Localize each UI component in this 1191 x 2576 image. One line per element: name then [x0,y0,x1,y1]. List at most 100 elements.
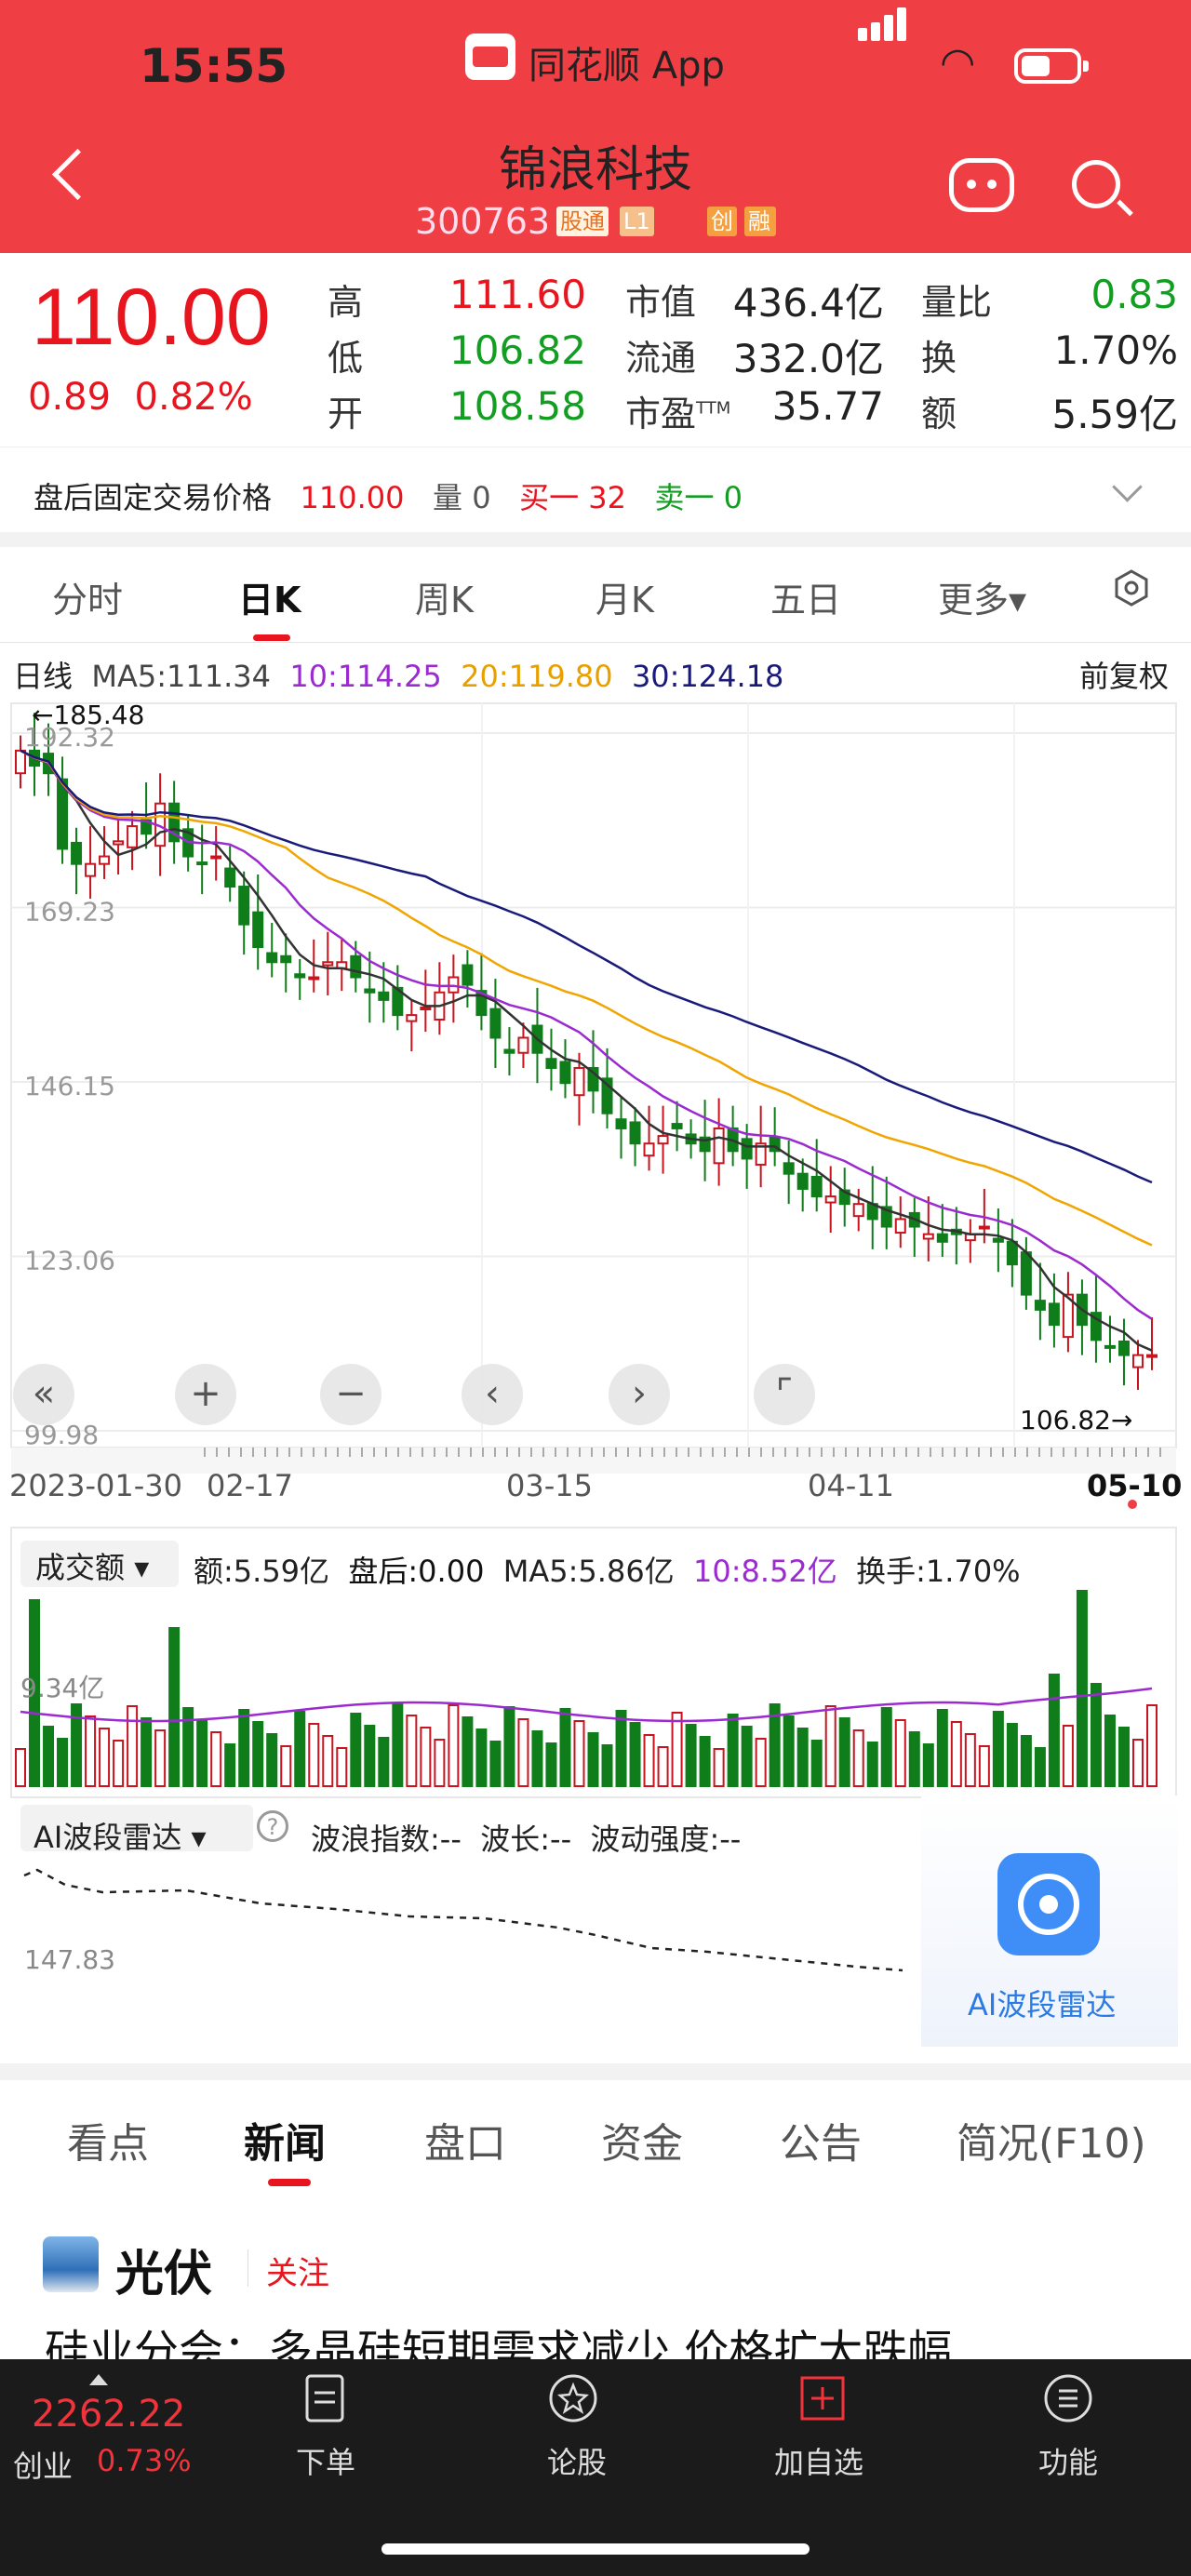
volume-bar [922,1743,934,1787]
fullscreen-button[interactable]: ⌜ [754,1364,815,1425]
volume-bar [266,1733,278,1787]
tab-news[interactable]: 新闻 [244,2120,326,2168]
candle [475,990,488,1017]
candle [489,1008,502,1039]
tab-intraday[interactable]: 分时 [52,580,124,621]
volume-bar [824,1705,836,1787]
volume-bar [196,1719,208,1787]
stat-value: 35.77 [771,383,884,429]
chevron-down-icon[interactable] [1112,472,1143,502]
tab-highlights[interactable]: 看点 [67,2120,149,2168]
wave-index: 波浪指数:-- [311,1822,462,1857]
dock-discuss[interactable]: 论股 [546,2445,607,2480]
ai-selector[interactable] [20,1805,253,1851]
volume-bar [517,1718,529,1787]
candle [168,802,181,843]
tab-orderbook[interactable]: 盘口 [424,2120,506,2168]
tab-more[interactable]: 更多▾ [938,580,1027,621]
tab-funds[interactable]: 资金 [601,2120,683,2168]
dock-order[interactable]: 下单 [295,2445,355,2480]
volume-tick: 9.34亿 [20,1673,104,1703]
add-watchlist-icon[interactable] [796,2372,849,2424]
index-name[interactable]: 创业 [13,2449,74,2484]
candle [113,840,125,846]
settings-hexagon-icon[interactable] [1113,569,1150,607]
tab-five-day[interactable]: 五日 [770,580,842,621]
stat-label: 额 [921,394,957,434]
volume-bar [964,1733,976,1787]
order-icon[interactable] [300,2372,352,2424]
kline-chart[interactable]: 192.32 169.23 146.15 123.06 99.98 ←185.48 106.… [0,696,1191,1533]
scroll-left-button[interactable]: ‹ [462,1364,523,1425]
volume-bar [685,1724,697,1787]
candle [503,1048,515,1054]
candle [1146,1354,1158,1358]
robot-assistant-icon[interactable] [949,158,1014,212]
index-change[interactable]: 0.73% [97,2443,192,2478]
help-icon[interactable]: ? [257,1810,288,1842]
tab-announcements[interactable]: 公告 [780,2120,862,2168]
indicator-selector[interactable] [20,1541,179,1587]
after-hours-volume: 量 0 [433,480,491,515]
candle [420,1006,432,1010]
scroll-right-button[interactable]: › [609,1364,670,1425]
stat-value: 5.59亿 [1051,392,1178,437]
tab-profile[interactable]: 简况(F10) [957,2120,1146,2168]
tab-daily-k[interactable]: 日K [238,580,301,621]
volume-bar [238,1709,250,1787]
volume-bar [392,1702,404,1787]
ai-info: 波浪指数:-- 波长:-- 波动强度:-- [311,1816,741,1859]
volume-bar [406,1715,418,1787]
candle [462,964,474,986]
candle [922,1233,934,1240]
volume-bar [531,1730,543,1787]
min-price-label: 106.82→ [1020,1405,1132,1435]
indicator-label[interactable]: 成交额 ▾ [35,1550,150,1585]
x-label: 02-17 [207,1468,293,1503]
dock-functions[interactable]: 功能 [1037,2445,1098,2480]
dock-add-watchlist[interactable]: 加自选 [773,2445,863,2480]
expand-up-icon[interactable] [89,2374,108,2385]
menu-icon[interactable] [1042,2372,1094,2424]
stat-value: 108.58 [449,383,586,429]
candle [322,961,334,967]
volume-chart: 9.34亿 [10,1527,1177,1798]
candle [406,1014,418,1022]
y-tick-label: 192.32 [24,722,115,753]
volume-bar [880,1707,892,1787]
ai-label[interactable]: AI波段雷达 ▾ [33,1820,207,1855]
zoom-out-button[interactable]: − [320,1364,381,1425]
volume-bar [978,1745,990,1787]
volume-bar [182,1707,194,1787]
home-indicator[interactable] [381,2543,810,2555]
candle [936,1233,948,1243]
discuss-icon[interactable] [547,2372,599,2424]
volume-bar [43,1726,55,1787]
ai-radar-label[interactable]: AI波段雷达 [968,1987,1117,2022]
follow-button[interactable]: 关注 [266,2255,329,2292]
tab-weekly-k[interactable]: 周K [415,580,474,621]
change-percent: 0.82% [134,376,253,419]
candle [992,1237,1004,1243]
volume-bar [420,1727,432,1787]
volume-bar [280,1745,292,1787]
adjust-mode[interactable]: 前复权 [1079,659,1170,694]
candle [783,1162,795,1175]
status-time: 15:55 [140,39,288,93]
zoom-in-button[interactable]: + [175,1364,236,1425]
stat-label: 市值 [625,282,697,323]
search-icon[interactable] [1072,160,1133,217]
volume-bar [336,1747,348,1787]
news-category[interactable]: 光伏 [115,2247,213,2302]
y-tick-label: 99.98 [24,1420,99,1450]
candle [978,1225,990,1230]
candle [755,1142,767,1166]
stat-label: 换 [921,338,957,379]
index-value[interactable]: 2262.22 [32,2393,186,2436]
radar-icon[interactable] [997,1853,1100,1955]
tab-monthly-k[interactable]: 月K [596,580,654,621]
candle [545,1058,557,1069]
after-hours-row[interactable]: 盘后固定交易价格 110.00 量 0 买一 32 卖一 0 [33,474,743,517]
collapse-icon[interactable]: « [13,1364,74,1425]
volume-bar [475,1728,488,1787]
